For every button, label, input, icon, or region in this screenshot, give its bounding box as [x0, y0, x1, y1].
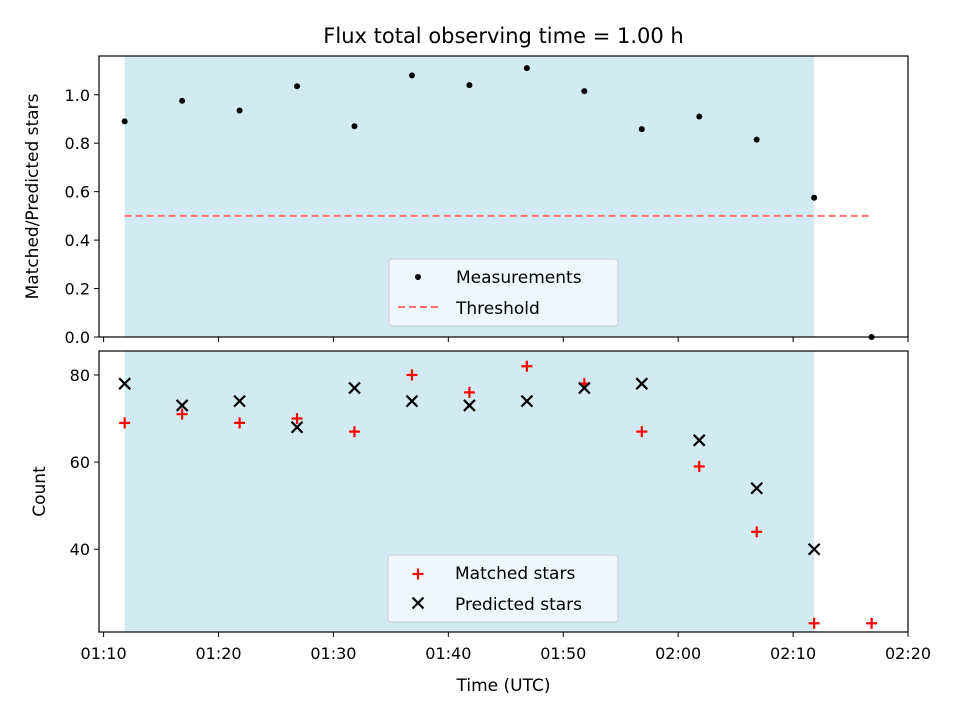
x-marker-b — [807, 542, 821, 556]
x-marker-b — [692, 434, 706, 447]
measurement-point — [121, 118, 128, 125]
legend-x-marker — [411, 596, 425, 610]
y-axis-ticks: 40 60 80 — [70, 366, 99, 559]
count-panel: 01:10 01:20 01:30 01:40 01:50 02:00 02:10 02:20… — [30, 350, 931, 696]
predicted-star-point — [405, 394, 419, 408]
legend: Matched stars Predicted stars — [387, 554, 619, 623]
predicted-star-point — [175, 399, 189, 412]
legend-entry-threshold: Threshold — [455, 299, 540, 319]
y-tick-label: 40 — [70, 540, 90, 559]
chart-title: Flux total observing time = 1.00 h — [323, 24, 683, 48]
x-marker-b — [405, 394, 419, 408]
matched-star-point — [406, 369, 418, 381]
measurement-point — [523, 65, 530, 72]
measurement-point — [408, 72, 415, 79]
matched-star-point — [176, 408, 188, 420]
ratio-panel: 0.0 0.2 0.4 0.6 0.8 1.0 Flux total observing … — [23, 24, 909, 347]
count-points — [118, 360, 878, 629]
measurement-point — [581, 88, 588, 95]
axes-frame — [98, 350, 909, 633]
predicted-star-point — [750, 481, 763, 495]
measurement-point — [696, 113, 703, 120]
measurement-point — [638, 126, 645, 133]
x-tick-label: 01:20 — [195, 644, 241, 663]
matched-star-point — [291, 413, 303, 425]
x-tick-label: 01:50 — [540, 644, 586, 663]
legend-entry-predicted-stars: Predicted stars — [455, 595, 582, 615]
x-ticks-top-panel — [103, 337, 909, 342]
matched-star-point — [463, 386, 475, 398]
x-tick-label: 02:00 — [655, 644, 701, 663]
predicted-star-point — [635, 377, 649, 390]
x-marker-b — [520, 394, 534, 408]
x-tick-label: 02:20 — [885, 644, 931, 663]
x-tick-label: 01:10 — [81, 644, 127, 663]
matched-star-point — [348, 426, 360, 438]
matched-star-point — [751, 526, 763, 538]
legend-plus-marker — [412, 568, 424, 580]
y-tick-label: 80 — [70, 366, 90, 385]
x-tick-label: 01:30 — [310, 644, 356, 663]
y-axis-ticks: 0.0 0.2 0.4 0.6 0.8 1.0 — [65, 86, 99, 347]
predicted-star-point — [807, 542, 821, 556]
measurement-point — [179, 97, 186, 104]
x-marker-b — [118, 377, 131, 390]
x-marker-b — [233, 394, 246, 408]
x-marker-b — [290, 420, 304, 434]
predicted-star-point — [578, 381, 591, 395]
x-marker-b — [750, 481, 763, 495]
x-tick-label: 02:10 — [770, 644, 816, 663]
x-axis-ticks: 01:10 01:20 01:30 01:40 01:50 02:00 02:10 02:20 — [81, 632, 931, 663]
x-marker-b — [578, 381, 591, 395]
y-tick-label: 0.2 — [65, 280, 90, 299]
matched-star-point — [866, 617, 878, 629]
predicted-star-point — [118, 377, 131, 390]
matched-star-point — [234, 417, 246, 429]
predicted-star-point — [233, 394, 246, 408]
matched-star-point — [119, 417, 131, 429]
x-marker-b — [175, 399, 189, 412]
x-tick-label: 01:40 — [425, 644, 471, 663]
measurement-points — [121, 65, 875, 340]
y-tick-label: 0.0 — [65, 328, 90, 347]
y-axis-label: Count — [30, 466, 50, 517]
x-marker-b — [348, 381, 361, 395]
predicted-star-point — [290, 420, 304, 434]
legend-entry-matched-stars: Matched stars — [455, 564, 575, 584]
predicted-star-point — [520, 394, 534, 408]
legend-entry-measurements: Measurements — [456, 268, 582, 288]
x-axis-label: Time (UTC) — [456, 676, 551, 696]
measurement-point — [351, 123, 358, 130]
predicted-star-point — [692, 434, 706, 447]
predicted-stars-legend-marker — [411, 596, 425, 610]
measurement-point — [294, 83, 301, 90]
predicted-star-point — [348, 381, 361, 395]
measurement-point — [466, 82, 473, 89]
measurement-point — [753, 136, 760, 143]
predicted-star-point — [463, 399, 476, 412]
x-marker-b — [463, 399, 476, 412]
legend-box — [387, 554, 619, 623]
y-tick-label: 60 — [70, 453, 90, 472]
y-axis-label: Matched/Predicted stars — [23, 93, 43, 299]
legend-box — [388, 258, 619, 327]
x-marker-b — [411, 596, 425, 610]
legend: Measurements Threshold — [388, 258, 619, 327]
y-tick-label: 1.0 — [65, 86, 90, 105]
y-tick-label: 0.8 — [65, 134, 90, 153]
x-marker-b — [635, 377, 649, 390]
matched-star-point — [808, 617, 820, 629]
measurement-point — [811, 194, 818, 201]
matched-star-point — [521, 360, 533, 372]
matched-star-point — [693, 460, 705, 472]
axes-frame — [98, 55, 909, 338]
y-tick-label: 0.6 — [65, 183, 90, 202]
measurement-point — [236, 107, 243, 114]
measurements-legend-marker — [415, 274, 421, 280]
matched-stars-legend-marker — [412, 568, 424, 580]
y-tick-label: 0.4 — [65, 231, 90, 250]
matched-star-point — [636, 426, 648, 438]
